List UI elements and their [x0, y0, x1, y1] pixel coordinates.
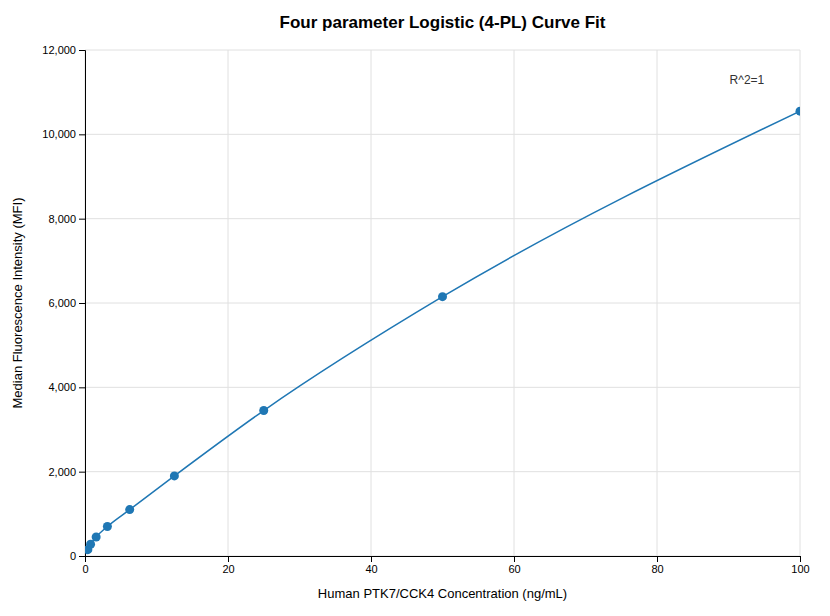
tick-mark [79, 556, 85, 557]
tick: 0 [70, 550, 85, 562]
point [796, 107, 801, 116]
tick-mark [79, 219, 85, 220]
tick: 4,000 [48, 381, 85, 393]
tick-mark [79, 303, 85, 304]
tick-label: 6,000 [48, 297, 76, 309]
y-axis: 0 2,000 4,000 6,000 8,000 10,000 12,000 [42, 44, 85, 562]
tick-label: 100 [791, 563, 809, 575]
tick-mark [800, 556, 801, 562]
tick-label: 2,000 [48, 466, 76, 478]
tick: 20 [222, 556, 234, 575]
y-axis-title: Median Fluorescence Intensity (MFI) [10, 198, 25, 409]
tick-mark [514, 556, 515, 562]
tick-label: 40 [365, 563, 377, 575]
grid-line [85, 50, 800, 51]
chart: 0 20 40 60 80 100 0 2,000 4,000 6,000 8,000 10,000 1… [0, 0, 830, 616]
tick-mark [79, 387, 85, 388]
tick: 0 [82, 556, 88, 575]
grid-line [85, 471, 800, 472]
tick-label: 12,000 [42, 44, 76, 56]
tick: 60 [508, 556, 520, 575]
grid-line [85, 387, 800, 388]
tick-label: 80 [651, 563, 663, 575]
grid-line [85, 218, 800, 219]
x-axis: 0 20 40 60 80 100 [82, 556, 809, 575]
axis-line [86, 557, 801, 563]
axis-line [79, 51, 86, 557]
tick-mark [371, 556, 372, 562]
point [103, 522, 112, 531]
point [170, 471, 179, 480]
grid [85, 50, 800, 556]
tick-label: 10,000 [42, 128, 76, 140]
grid-line [85, 303, 800, 304]
tick: 12,000 [42, 44, 85, 56]
tick-mark [79, 472, 85, 473]
marks [85, 107, 800, 555]
tick: 10,000 [42, 128, 85, 140]
tick-label: 0 [82, 563, 88, 575]
plot: 0 20 40 60 80 100 0 2,000 4,000 6,000 8,000 10,000 1… [42, 44, 809, 575]
tick-label: 0 [70, 550, 76, 562]
tick-label: 8,000 [48, 213, 76, 225]
tick: 6,000 [48, 297, 85, 309]
tick-label: 60 [508, 563, 520, 575]
tick: 2,000 [48, 466, 85, 478]
x-axis-title: Human PTK7/CCK4 Concentration (ng/mL) [318, 586, 567, 601]
point [259, 406, 268, 415]
tick: 100 [791, 556, 809, 575]
tick: 40 [365, 556, 377, 575]
tick: 8,000 [48, 213, 85, 225]
point [86, 540, 95, 549]
tick-mark [79, 134, 85, 135]
point [438, 292, 447, 301]
tick-mark [228, 556, 229, 562]
point [92, 533, 101, 542]
line [88, 111, 800, 550]
tick-mark [79, 50, 85, 51]
tick-label: 20 [222, 563, 234, 575]
point [125, 505, 134, 514]
grid-line [85, 134, 800, 135]
annotation: R^2=1 [730, 73, 765, 87]
tick-label: 4,000 [48, 381, 76, 393]
tick: 80 [651, 556, 663, 575]
tick-mark [657, 556, 658, 562]
title: Four parameter Logistic (4-PL) Curve Fit [280, 13, 606, 32]
